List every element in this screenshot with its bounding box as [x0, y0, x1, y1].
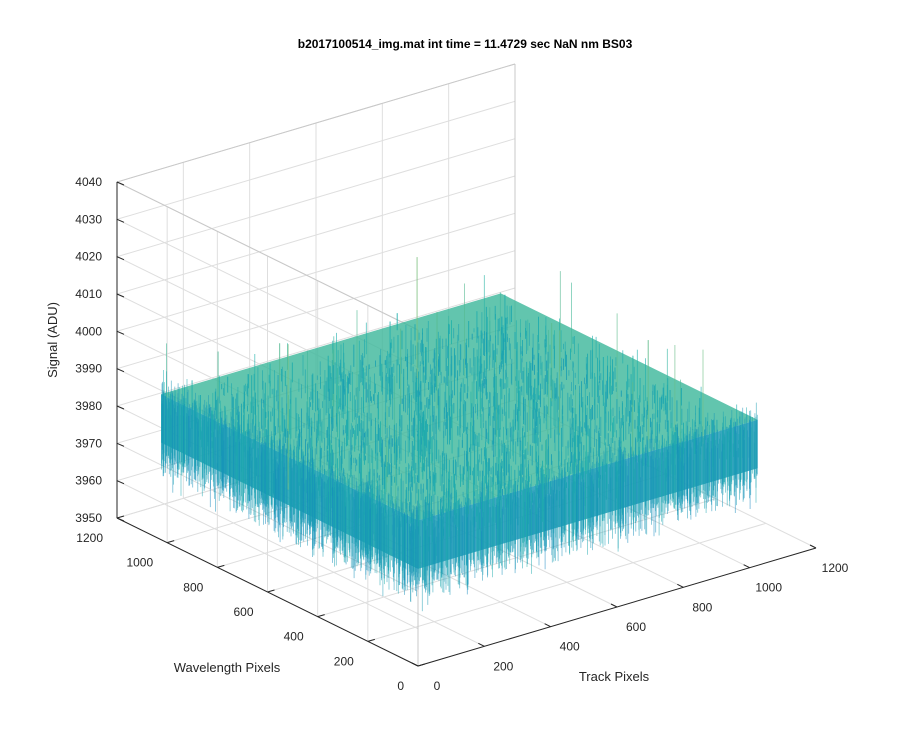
x-tick-label: 200 — [493, 659, 513, 673]
x-tick — [610, 603, 618, 608]
axes — [116, 181, 817, 667]
y-tick-label: 800 — [183, 580, 203, 594]
surface-plot — [160, 257, 758, 612]
z-tick-label: 4010 — [75, 287, 102, 301]
y-tick — [367, 638, 375, 642]
z-tick — [116, 330, 125, 335]
z-tick — [116, 293, 125, 298]
z-axis-label: Signal (ADU) — [45, 302, 60, 378]
y-tick-label: 400 — [284, 630, 304, 644]
z-tick — [116, 368, 125, 373]
y-tick — [217, 564, 225, 568]
y-tick-label: 1200 — [76, 531, 103, 545]
box-edge — [116, 181, 419, 331]
grid-line — [367, 522, 766, 642]
x-axis-label: Track Pixels — [579, 669, 650, 684]
tick-labels: 0 200 400 600 800 1000 1200 0 200 400 600 800 1000 12… — [75, 175, 848, 693]
z-tick-label: 4030 — [75, 212, 102, 226]
x-tick-label: 600 — [626, 620, 646, 634]
z-tick-label: 3990 — [75, 362, 102, 376]
z-tick — [116, 256, 125, 261]
y-axis-label: Wavelength Pixels — [174, 660, 281, 675]
x-tick-label: 1200 — [822, 561, 849, 575]
y-tick — [167, 540, 175, 544]
x-tick-label: 400 — [560, 640, 580, 654]
z-tick-label: 3960 — [75, 474, 102, 488]
z-tick-label: 3950 — [75, 511, 102, 525]
x-tick-label: 800 — [692, 600, 712, 614]
z-tick-label: 4000 — [75, 324, 102, 338]
x-tick-label: 0 — [434, 679, 441, 693]
y-tick-label: 600 — [233, 605, 253, 619]
z-tick-label: 4020 — [75, 250, 102, 264]
z-tick-label: 4040 — [75, 175, 102, 189]
x-tick — [677, 583, 684, 588]
z-tick-label: 3980 — [75, 399, 102, 413]
z-tick-label: 3970 — [75, 436, 102, 450]
y-tick — [116, 515, 125, 519]
x-tick — [743, 564, 750, 569]
y-tick — [267, 589, 275, 593]
z-tick — [116, 442, 125, 447]
y-tick-label: 1000 — [126, 556, 153, 570]
grid-line — [317, 498, 716, 618]
chart-title: b2017100514_img.mat int time = 11.4729 s… — [298, 37, 633, 51]
z-tick — [116, 181, 125, 186]
y-tick-label: 200 — [334, 654, 354, 668]
z-tick — [116, 405, 125, 410]
x-tick — [809, 544, 817, 549]
z-tick — [116, 218, 125, 223]
z-tick — [116, 480, 125, 485]
x-tick — [478, 642, 485, 647]
y-tick — [317, 614, 325, 618]
y-tick-label: 0 — [397, 679, 404, 693]
x-tick — [544, 623, 551, 628]
x-tick-label: 1000 — [755, 581, 782, 595]
y-tick — [417, 663, 426, 667]
z-tick — [116, 517, 125, 522]
box-edge — [116, 63, 516, 183]
x-tick — [411, 662, 419, 667]
